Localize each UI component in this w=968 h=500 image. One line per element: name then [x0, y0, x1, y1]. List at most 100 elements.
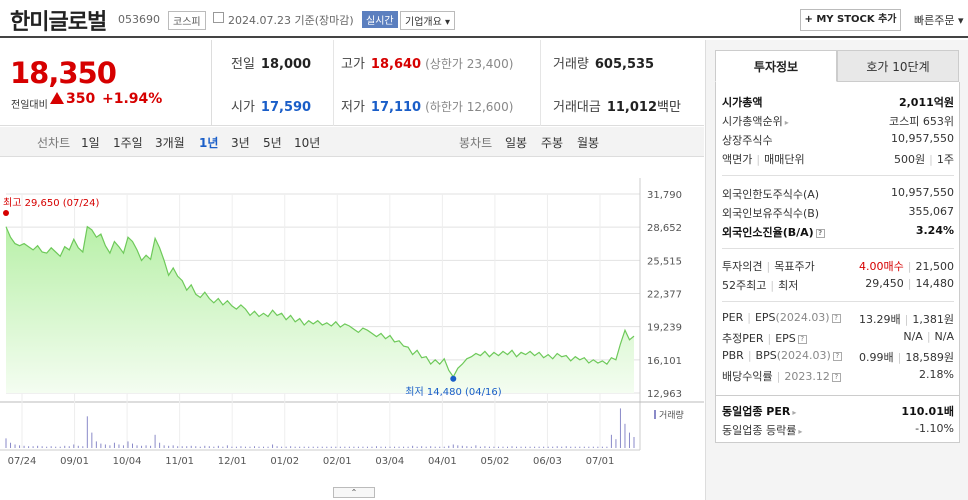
period-1y[interactable]: 1년: [199, 136, 219, 150]
change-label: 전일대비: [11, 100, 48, 111]
y-tick-label: 12,963: [647, 389, 682, 400]
info-row-est-per: 추정PER | EPS? N/A | N/A: [722, 330, 954, 345]
info-row-foreign-limit: 외국인한도주식수(A) 10,957,550: [722, 186, 954, 201]
stat-trade-amount: 거래대금 11,012백만: [553, 100, 681, 115]
divider: [333, 40, 334, 126]
y-tick-label: 28,652: [647, 223, 682, 234]
info-row-opinion: 투자의견 | 목표주가 4.00매수 | 21,500: [722, 260, 954, 273]
help-icon[interactable]: ?: [797, 335, 807, 344]
info-row-peer-change: 동일업종 등락률 ▸ -1.10%: [722, 422, 954, 437]
price-area: [6, 226, 634, 393]
info-row-shares: 상장주식수 10,957,550: [722, 132, 954, 147]
x-tick-label: 05/02: [480, 456, 509, 467]
x-tick-label: 03/04: [375, 456, 404, 467]
info-row-market-cap: 시가총액 2,011억원: [722, 96, 954, 109]
stat-volume: 거래량 605,535: [553, 57, 655, 72]
period-10y[interactable]: 10년: [294, 136, 321, 150]
stock-header: 한미글로벌 053690 코스피 2024.07.23 기준(장마감) 실시간 …: [0, 0, 968, 38]
chevron-down-icon: ▾: [957, 14, 964, 27]
peer-industry-box: 동일업종 PER ▸ 110.01배 동일업종 등락률 ▸ -1.10%: [715, 395, 960, 443]
chevron-down-icon: ▾: [445, 17, 451, 28]
caret-icon[interactable]: ▸: [798, 427, 803, 436]
y-tick-label: 16,101: [647, 356, 682, 367]
chevron-up-icon: ⌃: [350, 488, 358, 497]
collapse-chart-button[interactable]: ⌃: [333, 487, 375, 498]
period-selector: 선차트 1일 1주일 3개월 1년 3년 5년 10년 봉차트 일봉 주봉 월봉: [0, 127, 704, 157]
period-1d[interactable]: 1일: [81, 136, 100, 150]
candle-weekly[interactable]: 주봉: [541, 136, 564, 150]
info-row-foreign-hold: 외국인보유주식수(B) 355,067: [722, 205, 954, 220]
up-triangle-icon: [50, 92, 64, 104]
candle-monthly[interactable]: 월봉: [577, 136, 600, 150]
x-tick-label: 06/03: [533, 456, 562, 467]
info-row-peer-per: 동일업종 PER ▸ 110.01배: [722, 405, 954, 418]
info-row-pbr: PBR | BPS(2024.03)? 0.99배 | 18,589원: [722, 349, 954, 364]
info-row-market-rank: 시가총액순위 ▸ 코스피 653위: [722, 115, 954, 128]
info-tabs: 투자정보 호가 10단계: [715, 50, 960, 82]
x-tick-label: 01/02: [270, 456, 299, 467]
quote-date: 2024.07.23 기준(장마감): [228, 14, 354, 27]
divider: [722, 248, 954, 249]
stock-code: 053690: [118, 13, 160, 26]
x-tick-label: 09/01: [60, 456, 89, 467]
x-tick-label: 07/01: [586, 456, 615, 467]
help-icon[interactable]: ?: [831, 314, 841, 323]
info-row-par: 액면가 | 매매단위 500원 | 1주: [722, 153, 954, 166]
stat-high: 고가 18,640 (상한가 23,400): [341, 57, 514, 72]
info-row-dividend: 배당수익률 | 2023.12? 2.18%: [722, 368, 954, 383]
candle-chart-label: 봉차트: [459, 136, 493, 150]
info-table: 시가총액 2,011억원 시가총액순위 ▸ 코스피 653위 상장주식수 10,957,…: [715, 82, 960, 437]
stat-open: 시가 17,590: [231, 100, 312, 115]
market-badge: 코스피: [168, 11, 206, 30]
period-5y[interactable]: 5년: [263, 136, 282, 150]
y-tick-label: 31,790: [647, 190, 682, 201]
tab-order-book[interactable]: 호가 10단계: [837, 50, 959, 82]
y-tick-label: 25,515: [647, 256, 682, 267]
volume-legend-swatch: [654, 410, 656, 419]
help-icon[interactable]: ?: [831, 373, 841, 382]
period-3m[interactable]: 3개월: [155, 136, 185, 150]
low-marker: [450, 375, 457, 382]
x-tick-label: 11/01: [165, 456, 194, 467]
stat-prev-close: 전일 18,000: [231, 57, 312, 72]
plus-icon: +: [804, 14, 813, 25]
x-tick-label: 04/01: [428, 456, 457, 467]
price-change-pct: +1.94%: [102, 91, 163, 107]
price-chart-svg: 31,790 28,652 25,515 22,377 19,239 16,101 12,9…: [0, 178, 704, 467]
x-tick-label: 10/04: [113, 456, 142, 467]
high-marker: [3, 210, 9, 216]
caret-icon[interactable]: ▸: [784, 118, 789, 127]
divider: [722, 175, 954, 176]
help-icon[interactable]: ?: [832, 352, 842, 361]
x-tick-label: 12/01: [218, 456, 247, 467]
stat-low: 저가 17,110 (하한가 12,600): [341, 100, 514, 115]
quick-order-button[interactable]: 빠른주문 ▾: [914, 14, 964, 27]
price-panel: 18,350 전일대비 350 +1.94% 전일 18,000 고가 18,640…: [0, 40, 704, 126]
volume-legend-label: 거래량: [659, 409, 684, 421]
info-row-52week: 52주최고 | 최저 29,450 | 14,480: [722, 277, 954, 292]
info-row-foreign-ratio: 외국인소진율(B/A)? 3.24%: [722, 224, 954, 239]
candle-daily[interactable]: 일봉: [505, 136, 528, 150]
period-3y[interactable]: 3년: [231, 136, 250, 150]
my-stock-add-button[interactable]: + MY STOCK 추가: [800, 9, 901, 31]
company-overview-button[interactable]: 기업개요 ▾: [400, 11, 456, 30]
current-price: 18,350: [10, 56, 117, 90]
price-change: 350: [66, 91, 96, 107]
info-row-per: PER | EPS(2024.03)? 13.29배 | 1,381원: [722, 311, 954, 326]
period-1w[interactable]: 1주일: [113, 136, 143, 150]
investment-info-panel: 투자정보 호가 10단계 시가총액 2,011억원 시가총액순위 ▸ 코스피 653위…: [705, 40, 968, 500]
help-icon[interactable]: ?: [815, 229, 825, 238]
caret-icon[interactable]: ▸: [792, 408, 797, 417]
divider: [722, 301, 954, 302]
x-tick-label: 07/24: [8, 456, 37, 467]
realtime-badge[interactable]: 실시간: [362, 11, 398, 28]
divider: [540, 40, 541, 126]
current-price-box: 18,350 전일대비 350 +1.94%: [0, 40, 212, 126]
y-tick-label: 22,377: [647, 290, 682, 301]
y-tick-label: 19,239: [647, 323, 682, 334]
price-chart: 31,790 28,652 25,515 22,377 19,239 16,101 12,9…: [0, 158, 704, 500]
tab-investment-info[interactable]: 투자정보: [715, 50, 837, 82]
low-label: 최저 14,480 (04/16): [405, 386, 501, 398]
calendar-icon: [213, 12, 224, 23]
stock-name: 한미글로벌: [10, 10, 107, 35]
